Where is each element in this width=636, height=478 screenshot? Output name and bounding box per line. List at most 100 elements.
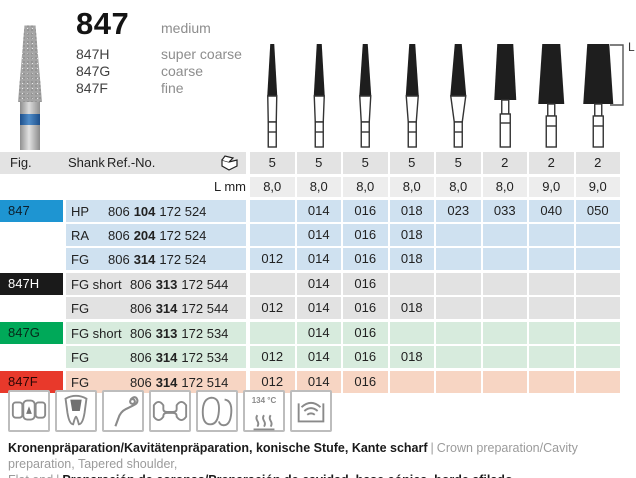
size-cell: 014 [296,224,341,246]
size-cell: 016 [343,322,388,344]
variant-code: 847G [76,63,111,79]
l-mm-cell: 8,0 [436,177,481,197]
size-cell: 018 [389,200,434,222]
bur-silhouette-icon [359,44,372,148]
autoclave-temp-label: 134 °C [251,396,277,405]
l-mm-cell: 9,0 [529,177,574,197]
size-cell: 014 [296,346,341,368]
anterior-crown-prep-icon [8,390,50,432]
size-cell: 012 [250,346,295,368]
size-cells: 012 014 016 [250,371,620,393]
description-en-part1: Crown preparation/Cavity preparation, Ta… [8,441,578,471]
l-mm-cell: 9,0 [575,177,620,197]
size-cell: 016 [343,371,388,393]
size-cell [250,273,295,295]
size-cell [482,371,527,393]
table-row: FG 806 314 172 534 012 014 016 018 [0,346,636,368]
col-header-ref: Ref.-No. [107,155,156,170]
separator: | [430,441,434,455]
bur-silhouette-icon [313,44,325,148]
size-cell [575,322,620,344]
shank-value: FG [71,349,90,365]
size-cell: 016 [343,297,388,319]
variant-grade: coarse [161,63,204,79]
col-header-fig: Fig. [10,155,32,170]
bur-silhouette-icon [538,44,565,148]
size-cell [529,322,574,344]
size-cell [436,322,481,344]
size-cell: 016 [343,248,388,270]
description-footer: Kronenpräparation/Kavitätenpräparation, … [8,440,630,478]
row-body: FG 806 314 172 544 [66,297,246,319]
footer-line-1: Kronenpräparation/Kavitätenpräparation, … [8,440,630,472]
size-cell: 014 [296,248,341,270]
l-mm-cell: 8,0 [250,177,295,197]
product-code: 847 [76,6,130,41]
shank-value: FG short [71,325,122,341]
variant-row: 847F fine [76,80,184,96]
size-cell: 012 [250,248,295,270]
indication-icons: 134 °C [8,390,332,432]
qty-cell: 2 [482,152,527,174]
separator: | [53,473,62,478]
ref-no: 806 204 172 524 [108,227,207,243]
size-cell [482,273,527,295]
size-cell: 016 [343,346,388,368]
autoclave-134c-icon: 134 °C [243,390,285,432]
size-cell: 012 [250,371,295,393]
row-body: FG 806 314 172 524 [66,248,246,270]
size-cell [389,371,434,393]
size-cell [529,297,574,319]
size-cell [436,273,481,295]
col-header-shank: Shank [68,155,105,170]
variant-row: 847H super coarse [76,46,242,62]
ref-no: 806 314 172 544 [130,300,229,316]
length-label: L [628,40,635,54]
shank-value: FG [71,374,90,390]
size-cell [575,248,620,270]
qty-cell: 5 [343,152,388,174]
row-body: FG short 806 313 172 544 [66,273,246,295]
product-grade: medium [161,20,211,36]
ref-no: 806 314 172 534 [130,349,229,365]
row-body: FG 806 314 172 514 [66,371,246,393]
size-cell: 023 [436,200,481,222]
size-cell [529,224,574,246]
veneer-prep-icon [196,390,238,432]
size-cells: 012 014 016 018 [250,346,620,368]
l-mm-cell: 8,0 [482,177,527,197]
package-icon [221,155,238,171]
shank-value: FG [71,300,90,316]
row-body: RA 806 204 172 524 [66,224,246,246]
size-cell: 014 [296,273,341,295]
bur-shank [20,125,40,150]
size-cell [575,297,620,319]
size-cell: 014 [296,322,341,344]
crown-cavity-prep-icon [55,390,97,432]
size-cell [250,322,295,344]
size-cell: 018 [389,297,434,319]
shank-value: FG short [71,276,122,292]
bur-blue-band [20,114,40,125]
size-cell [436,346,481,368]
l-mm-cell: 8,0 [296,177,341,197]
size-cell [250,200,295,222]
size-cell [575,224,620,246]
fig-label: 847H [0,273,63,295]
bur-silhouette-icon [267,44,278,148]
variant-grade: fine [161,80,184,96]
ref-no: 806 104 172 524 [108,203,207,219]
bridge-prep-icon [149,390,191,432]
bur-silhouette-icon [582,44,613,148]
size-cells: 014 016 018 [250,224,620,246]
qty-cell: 2 [575,152,620,174]
size-cell [436,371,481,393]
l-mm-cell: 8,0 [343,177,388,197]
qty-header-row: 5 5 5 5 5 2 2 2 [250,152,620,174]
size-cell: 014 [296,371,341,393]
fig-label: 847 [0,200,63,222]
size-cell: 016 [343,200,388,222]
size-cell [529,248,574,270]
size-cell: 016 [343,224,388,246]
size-cell [389,322,434,344]
